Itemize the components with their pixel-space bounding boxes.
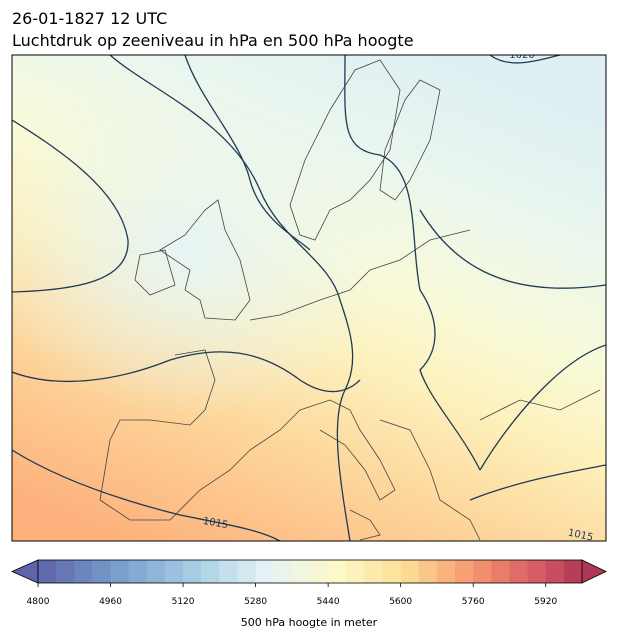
colorbar-segment [328,560,347,583]
colorbar-tick-label: 5600 [389,597,412,607]
colorbar-segment [237,560,257,583]
colorbar-segment [310,560,329,583]
isobars [12,55,606,541]
colorbar-segment [255,560,275,583]
colorbar-segment [92,560,112,583]
colorbar-segment [74,560,93,583]
colorbar-segment [183,560,202,583]
colorbar-segment [382,560,402,583]
colorbar-segment [400,560,420,583]
colorbar-tick-label: 4800 [27,597,50,607]
colorbar-segment [436,560,456,583]
colorbar-segment [146,560,166,583]
colorbar-segment [491,560,510,583]
colorbar-tick-label: 5920 [534,597,557,607]
colorbar-segment [38,560,57,583]
colorbar-segment [291,560,311,583]
colorbar-segment [527,560,547,583]
height-field-low [12,55,606,541]
colorbar-segment [164,560,184,583]
colorbar-frame [37,559,583,584]
colorbar-segment [273,560,293,583]
colorbar-tick-label: 5280 [244,597,267,607]
colorbar-segment [545,560,565,583]
map: 1015 1015 1020 [12,50,606,544]
contour-label: 1020 [509,50,534,61]
subtitle: Luchtdruk op zeeniveau in hPa en 500 hPa… [12,31,414,50]
contour-label: 1015 [567,528,594,544]
contour-label: 1015 [202,516,229,531]
coastlines [99,59,601,541]
colorbar-tick-label: 5760 [462,597,485,607]
colorbar-segment [455,560,474,583]
colorbar: 4800 4960 5120 5280 5440 5600 5760 5920 [11,559,607,607]
colorbar-tick-label: 4960 [99,597,122,607]
colorbar-segment [201,560,220,583]
colorbar-segment [563,560,583,583]
colorbar-segment [219,560,238,583]
colorbar-segment [346,560,365,583]
colorbar-tick-label: 5120 [172,597,195,607]
colorbar-extend-high [581,559,607,584]
colorbar-segment [56,560,75,583]
colorbar-segment [473,560,492,583]
colorbar-segment [128,560,148,583]
colorbar-tick-label: 5440 [317,597,340,607]
map-frame [11,54,607,542]
colorbar-segment [364,560,384,583]
colorbar-segment [509,560,529,583]
colorbar-segment [110,560,130,583]
title: 26-01-1827 12 UTC [12,9,167,28]
colorbar-extend-low [11,559,39,584]
colorbar-segment [418,560,438,583]
colorbar-label: 500 hPa hoogte in meter [241,616,378,629]
